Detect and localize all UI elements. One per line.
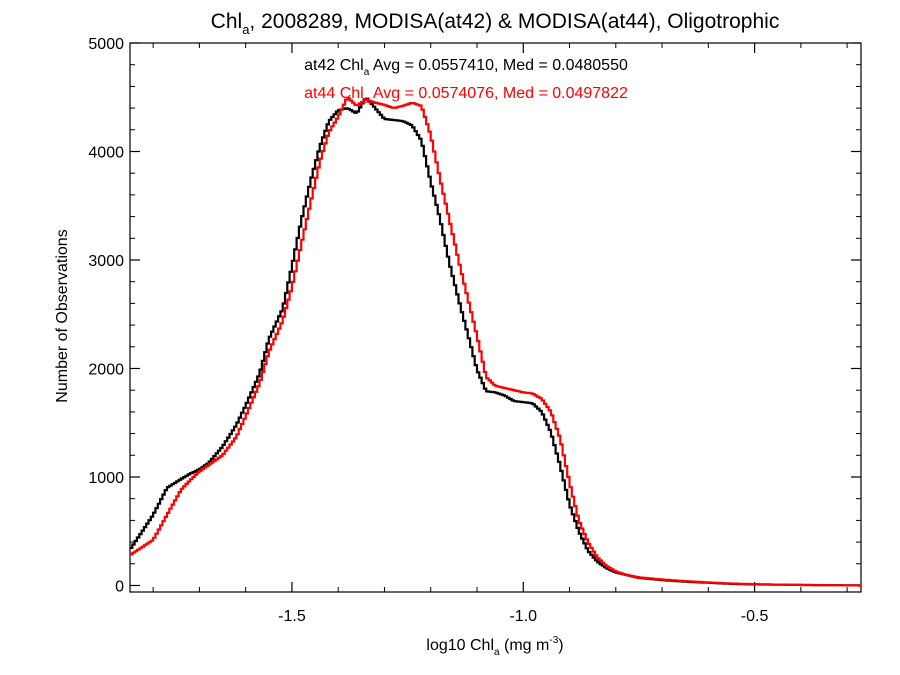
series-at42-line <box>130 97 861 587</box>
y-axis-label: Number of Observations <box>54 229 71 402</box>
y-minor-ticks <box>130 64 861 565</box>
x-minor-ticks <box>152 43 848 592</box>
annotation-at42: at42 Chla Avg = 0.0557410, Med = 0.04805… <box>304 57 628 78</box>
series-layer <box>130 97 861 587</box>
plot-frame <box>129 42 862 593</box>
y-tick-label: 0 <box>115 578 124 595</box>
y-tick-label: 5000 <box>88 36 124 53</box>
x-axis-ticks: -1.5 -1.0 -0.5 <box>278 43 768 625</box>
x-tick-label: -0.5 <box>741 608 769 625</box>
annotation-at44: at44 Chla Avg = 0.0574076, Med = 0.04978… <box>304 85 628 106</box>
y-tick-label: 1000 <box>88 470 124 487</box>
y-tick-label: 4000 <box>88 144 124 161</box>
y-tick-label: 2000 <box>88 361 124 378</box>
plot-area: 0 1000 2000 3000 4000 5000 -1.5 -1.0 -0.5 <box>88 36 862 625</box>
series-at44-line <box>130 97 861 587</box>
y-axis-ticks: 0 1000 2000 3000 4000 5000 <box>88 36 861 595</box>
x-tick-label: -1.0 <box>509 608 537 625</box>
chart-title: Chla, 2008289, MODISA(at42) & MODISA(at4… <box>211 10 780 37</box>
x-tick-label: -1.5 <box>278 608 306 625</box>
y-tick-label: 3000 <box>88 253 124 270</box>
x-axis-label: log10 Chla (mg m-3) <box>426 635 563 658</box>
